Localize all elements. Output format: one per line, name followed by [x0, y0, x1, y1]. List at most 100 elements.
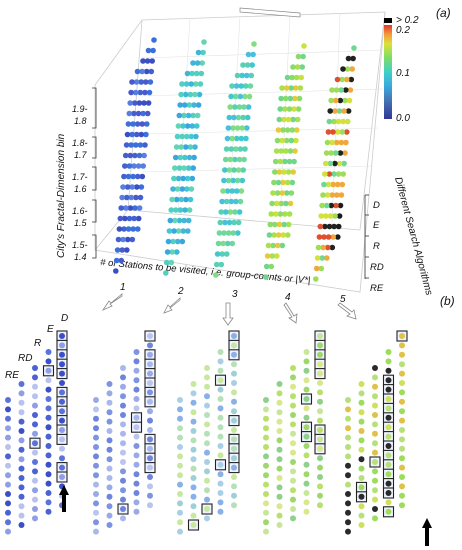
colorbar-gradient — [384, 25, 392, 119]
data-point — [358, 446, 365, 453]
data-point — [177, 519, 183, 526]
data-point — [330, 234, 337, 240]
data-point — [217, 358, 224, 365]
data-point — [263, 415, 269, 422]
data-point — [32, 449, 38, 456]
data-point — [346, 97, 353, 104]
data-point — [45, 367, 52, 374]
data-point — [120, 496, 126, 503]
data-point — [372, 374, 378, 381]
data-point — [289, 74, 295, 81]
data-point — [129, 131, 135, 138]
data-point — [93, 434, 99, 441]
data-point — [133, 414, 140, 421]
data-point — [385, 358, 392, 365]
data-point — [231, 417, 237, 424]
data-point — [222, 219, 228, 226]
data-point — [168, 207, 174, 213]
data-point — [32, 430, 38, 437]
data-point — [222, 167, 228, 173]
data-point — [189, 123, 195, 129]
data-point — [183, 196, 189, 203]
data-point — [231, 474, 237, 480]
data-point — [244, 125, 250, 131]
black-arrow — [59, 485, 69, 512]
data-point — [224, 135, 231, 142]
data-point — [32, 412, 38, 418]
data-point — [5, 472, 11, 479]
algorithm-tick: R — [373, 241, 380, 252]
data-point — [180, 175, 186, 182]
data-point — [5, 509, 11, 516]
data-point — [334, 76, 341, 83]
data-point — [133, 79, 140, 85]
data-point — [324, 139, 331, 146]
panel-b-column-labels: RE RD R E D — [5, 313, 68, 381]
data-point — [332, 213, 338, 219]
connector-arrows — [101, 293, 357, 326]
data-point — [345, 55, 352, 62]
data-point — [204, 402, 210, 409]
data-point — [177, 462, 183, 469]
data-point — [336, 108, 343, 114]
data-point — [303, 508, 310, 515]
data-point — [227, 209, 234, 215]
data-point — [399, 351, 405, 358]
data-point — [179, 133, 185, 140]
data-point — [231, 427, 237, 433]
data-point — [106, 418, 113, 425]
data-point — [271, 179, 277, 186]
data-point — [238, 83, 244, 89]
data-point — [93, 406, 99, 413]
y-tick-bottom: 1.4 — [74, 252, 87, 262]
data-point — [303, 461, 310, 468]
data-point — [303, 396, 310, 402]
data-point — [232, 104, 238, 110]
data-point — [333, 139, 340, 146]
data-point — [285, 116, 292, 123]
data-point — [285, 232, 291, 238]
data-point — [140, 163, 146, 169]
data-point — [126, 163, 133, 169]
data-point — [217, 508, 224, 515]
data-point — [177, 406, 183, 413]
data-point — [399, 361, 405, 368]
data-point — [176, 112, 183, 119]
data-point — [188, 186, 195, 192]
data-point — [358, 475, 365, 481]
data-point — [5, 500, 11, 507]
y-tick-bottom: 1.8 — [74, 116, 87, 126]
data-point — [139, 121, 145, 127]
data-point — [314, 255, 321, 261]
data-point — [93, 481, 99, 488]
data-point — [247, 83, 254, 89]
data-point — [294, 127, 300, 133]
data-point — [245, 104, 252, 110]
data-point — [399, 370, 405, 377]
data-point — [372, 365, 378, 371]
data-point — [18, 437, 25, 444]
data-point — [165, 238, 172, 245]
data-point — [337, 97, 344, 104]
data-point — [32, 496, 38, 503]
data-point — [185, 112, 192, 119]
data-point — [319, 202, 325, 209]
data-point — [303, 499, 310, 506]
data-point — [344, 66, 351, 72]
data-point — [179, 81, 185, 87]
data-point — [177, 425, 183, 432]
data-point — [123, 142, 130, 148]
data-point — [177, 491, 183, 497]
data-point — [189, 70, 195, 77]
data-point — [128, 194, 135, 201]
data-point — [399, 455, 405, 462]
data-point — [337, 150, 344, 156]
y-axis-title: City's Fractal-Dimension bin — [56, 133, 67, 258]
data-point — [174, 249, 180, 255]
data-point — [226, 219, 233, 226]
data-point — [134, 121, 141, 127]
data-point — [171, 175, 177, 182]
data-point — [134, 68, 141, 75]
data-point — [140, 110, 146, 117]
data-point — [372, 506, 378, 512]
